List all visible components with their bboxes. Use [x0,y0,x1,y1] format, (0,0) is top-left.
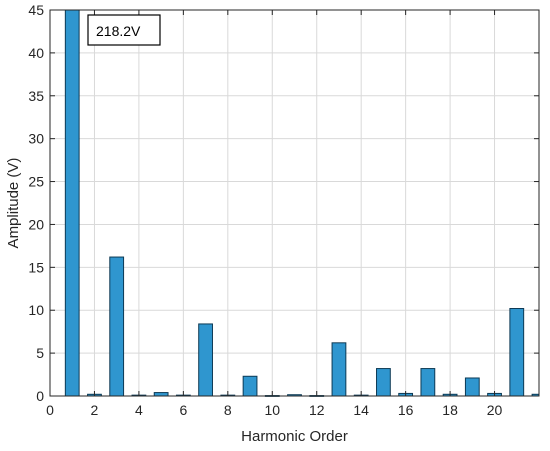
y-tick-label: 35 [28,88,44,104]
y-tick-label: 10 [28,302,44,318]
grid-lines [49,9,539,397]
x-tick-label: 0 [46,402,54,418]
plot-background [50,10,539,396]
x-tick-label: 18 [442,402,458,418]
plot-frame [49,9,540,397]
bar-harmonic-1 [64,9,80,397]
x-tick-label: 4 [135,402,143,418]
annotation-label: 218.2V [96,23,141,39]
bar-harmonic-9 [242,375,258,397]
bar-harmonic-21 [509,308,525,397]
x-tick-label: 6 [179,402,187,418]
y-tick-label: 30 [28,131,44,147]
x-tick-label: 14 [353,402,369,418]
x-tick-label: 10 [264,402,280,418]
y-tick-label: 0 [36,388,44,404]
x-axis-label: Harmonic Order [241,428,348,445]
y-tick-label: 20 [28,216,44,232]
bar-harmonic-5 [153,392,169,397]
bar-harmonic-7 [198,323,213,397]
y-tick-label: 25 [28,174,44,190]
bar-harmonic-17 [420,368,436,397]
y-tick-label: 45 [28,2,44,18]
bar-harmonic-13 [331,342,347,397]
bar-harmonic-15 [376,368,391,397]
annotation-frame [87,14,161,46]
y-tick-label: 5 [36,345,44,361]
y-tick-label: 40 [28,45,44,61]
bar-series [64,9,540,397]
x-tick-label: 20 [487,402,503,418]
bar-harmonic-19 [464,377,480,397]
x-tick-label: 12 [309,402,325,418]
y-axis-label: Amplitude (V) [5,158,22,249]
x-tick-label: 8 [224,402,232,418]
x-tick-label: 2 [91,402,99,418]
bar-harmonic-3 [109,256,125,397]
y-tick-label: 15 [28,259,44,275]
x-tick-label: 16 [398,402,414,418]
annotation-box: 218.2V [87,14,161,46]
